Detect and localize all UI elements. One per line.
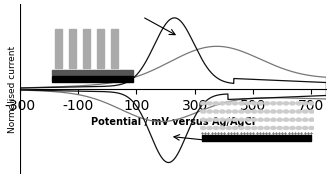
Circle shape	[232, 101, 238, 105]
Circle shape	[308, 101, 315, 105]
Circle shape	[270, 126, 276, 130]
Circle shape	[251, 126, 257, 130]
Circle shape	[232, 118, 238, 122]
Circle shape	[232, 126, 238, 130]
Circle shape	[302, 118, 308, 122]
Circle shape	[270, 109, 276, 114]
Circle shape	[277, 101, 283, 105]
Circle shape	[238, 109, 245, 114]
Circle shape	[277, 126, 283, 130]
Circle shape	[289, 126, 296, 130]
Circle shape	[258, 126, 264, 130]
Bar	[52, 70, 133, 75]
Circle shape	[264, 126, 270, 130]
Circle shape	[270, 118, 276, 122]
Circle shape	[270, 101, 276, 105]
Circle shape	[251, 109, 257, 114]
Circle shape	[264, 118, 270, 122]
Circle shape	[207, 109, 213, 114]
Circle shape	[238, 118, 245, 122]
Circle shape	[207, 118, 213, 122]
Circle shape	[213, 118, 219, 122]
Circle shape	[302, 126, 308, 130]
Circle shape	[308, 109, 315, 114]
Circle shape	[245, 101, 251, 105]
Circle shape	[251, 101, 257, 105]
Circle shape	[308, 126, 315, 130]
Circle shape	[283, 109, 289, 114]
Circle shape	[226, 109, 232, 114]
Circle shape	[258, 109, 264, 114]
Bar	[83, 29, 90, 68]
Circle shape	[308, 118, 315, 122]
Circle shape	[219, 126, 225, 130]
Circle shape	[264, 109, 270, 114]
Circle shape	[213, 101, 219, 105]
Y-axis label: Normalised current: Normalised current	[8, 45, 17, 133]
Circle shape	[207, 126, 213, 130]
Circle shape	[200, 101, 206, 105]
Bar	[97, 29, 104, 68]
Circle shape	[200, 109, 206, 114]
Bar	[52, 76, 133, 82]
Circle shape	[238, 101, 245, 105]
Circle shape	[219, 101, 225, 105]
Circle shape	[289, 109, 296, 114]
Bar	[111, 29, 118, 68]
X-axis label: Potential / mV versus Ag/AgCl: Potential / mV versus Ag/AgCl	[91, 117, 255, 127]
Circle shape	[238, 126, 245, 130]
Circle shape	[296, 126, 302, 130]
Circle shape	[213, 126, 219, 130]
Circle shape	[277, 118, 283, 122]
Circle shape	[200, 118, 206, 122]
Circle shape	[245, 118, 251, 122]
Circle shape	[226, 118, 232, 122]
Circle shape	[207, 101, 213, 105]
Circle shape	[277, 109, 283, 114]
Circle shape	[200, 126, 206, 130]
Circle shape	[296, 101, 302, 105]
Circle shape	[219, 109, 225, 114]
Circle shape	[226, 101, 232, 105]
Circle shape	[213, 109, 219, 114]
Circle shape	[258, 101, 264, 105]
Circle shape	[226, 126, 232, 130]
Circle shape	[289, 118, 296, 122]
Circle shape	[219, 118, 225, 122]
Circle shape	[283, 126, 289, 130]
Bar	[69, 29, 76, 68]
Circle shape	[283, 118, 289, 122]
Circle shape	[289, 101, 296, 105]
Circle shape	[302, 109, 308, 114]
Circle shape	[245, 126, 251, 130]
Circle shape	[264, 101, 270, 105]
Circle shape	[296, 109, 302, 114]
Circle shape	[296, 118, 302, 122]
Bar	[55, 29, 63, 68]
Circle shape	[245, 109, 251, 114]
Circle shape	[251, 118, 257, 122]
Bar	[202, 135, 311, 141]
Circle shape	[283, 101, 289, 105]
Circle shape	[302, 101, 308, 105]
Circle shape	[258, 118, 264, 122]
Circle shape	[232, 109, 238, 114]
